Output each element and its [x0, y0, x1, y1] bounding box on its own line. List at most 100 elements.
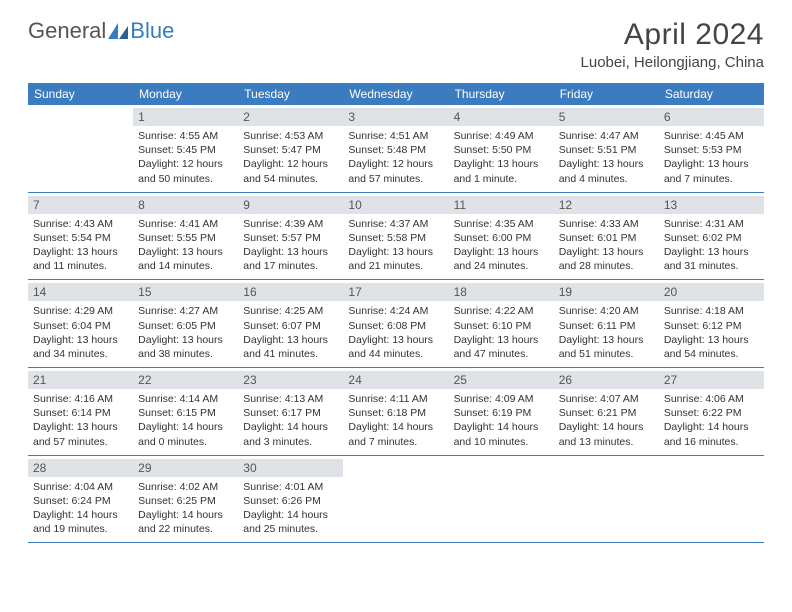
day-cell: 13Sunrise: 4:31 AMSunset: 6:02 PMDayligh…: [659, 193, 764, 280]
daylight-text: Daylight: 13 hours: [454, 245, 549, 259]
day-cell: 24Sunrise: 4:11 AMSunset: 6:18 PMDayligh…: [343, 368, 448, 455]
sunset-text: Sunset: 5:55 PM: [138, 231, 233, 245]
daylight-text: and 57 minutes.: [348, 172, 443, 186]
day-cell: 8Sunrise: 4:41 AMSunset: 5:55 PMDaylight…: [133, 193, 238, 280]
day-cell: 30Sunrise: 4:01 AMSunset: 6:26 PMDayligh…: [238, 456, 343, 543]
day-cell: 12Sunrise: 4:33 AMSunset: 6:01 PMDayligh…: [554, 193, 659, 280]
location-text: Luobei, Heilongjiang, China: [581, 54, 764, 71]
day-number-strip: [343, 459, 448, 477]
sunset-text: Sunset: 6:04 PM: [33, 319, 128, 333]
day-number-strip: 6: [659, 108, 764, 126]
daylight-text: and 54 minutes.: [243, 172, 338, 186]
day-cell: 14Sunrise: 4:29 AMSunset: 6:04 PMDayligh…: [28, 280, 133, 367]
daylight-text: Daylight: 13 hours: [138, 333, 233, 347]
logo-text-2: Blue: [130, 18, 174, 44]
day-cell: [343, 456, 448, 543]
daylight-text: Daylight: 13 hours: [33, 245, 128, 259]
day-cell: 22Sunrise: 4:14 AMSunset: 6:15 PMDayligh…: [133, 368, 238, 455]
sunset-text: Sunset: 5:53 PM: [664, 143, 759, 157]
day-number-strip: 5: [554, 108, 659, 126]
dayhead-wed: Wednesday: [343, 83, 448, 105]
daylight-text: Daylight: 13 hours: [348, 245, 443, 259]
day-number-strip: 16: [238, 283, 343, 301]
sunset-text: Sunset: 6:19 PM: [454, 406, 549, 420]
sunrise-text: Sunrise: 4:53 AM: [243, 129, 338, 143]
sunrise-text: Sunrise: 4:25 AM: [243, 304, 338, 318]
daylight-text: and 44 minutes.: [348, 347, 443, 361]
daylight-text: and 57 minutes.: [33, 435, 128, 449]
sunset-text: Sunset: 6:00 PM: [454, 231, 549, 245]
day-number-strip: 18: [449, 283, 554, 301]
daylight-text: Daylight: 14 hours: [559, 420, 654, 434]
daylight-text: and 10 minutes.: [454, 435, 549, 449]
daylight-text: and 14 minutes.: [138, 259, 233, 273]
sunset-text: Sunset: 6:17 PM: [243, 406, 338, 420]
dayhead-thu: Thursday: [449, 83, 554, 105]
sunrise-text: Sunrise: 4:14 AM: [138, 392, 233, 406]
month-title: April 2024: [581, 18, 764, 52]
daylight-text: and 1 minute.: [454, 172, 549, 186]
day-cell: 21Sunrise: 4:16 AMSunset: 6:14 PMDayligh…: [28, 368, 133, 455]
daylight-text: Daylight: 13 hours: [664, 333, 759, 347]
sunset-text: Sunset: 6:18 PM: [348, 406, 443, 420]
daylight-text: Daylight: 14 hours: [138, 508, 233, 522]
sunrise-text: Sunrise: 4:49 AM: [454, 129, 549, 143]
day-number-strip: 26: [554, 371, 659, 389]
day-cell: 23Sunrise: 4:13 AMSunset: 6:17 PMDayligh…: [238, 368, 343, 455]
sunrise-text: Sunrise: 4:35 AM: [454, 217, 549, 231]
daylight-text: Daylight: 13 hours: [454, 157, 549, 171]
sunset-text: Sunset: 6:25 PM: [138, 494, 233, 508]
sunrise-text: Sunrise: 4:45 AM: [664, 129, 759, 143]
day-number-strip: 25: [449, 371, 554, 389]
daylight-text: Daylight: 13 hours: [243, 245, 338, 259]
day-cell: 28Sunrise: 4:04 AMSunset: 6:24 PMDayligh…: [28, 456, 133, 543]
logo-text-1: General: [28, 18, 106, 44]
daylight-text: Daylight: 13 hours: [454, 333, 549, 347]
sunrise-text: Sunrise: 4:18 AM: [664, 304, 759, 318]
daylight-text: and 7 minutes.: [348, 435, 443, 449]
day-cell: 17Sunrise: 4:24 AMSunset: 6:08 PMDayligh…: [343, 280, 448, 367]
day-number-strip: 21: [28, 371, 133, 389]
daylight-text: Daylight: 13 hours: [559, 333, 654, 347]
day-number-strip: [659, 459, 764, 477]
day-cell: 6 Sunrise: 4:45 AMSunset: 5:53 PMDaylight…: [659, 105, 764, 192]
calendar-week-row: 28Sunrise: 4:04 AMSunset: 6:24 PMDayligh…: [28, 456, 764, 544]
sunrise-text: Sunrise: 4:55 AM: [138, 129, 233, 143]
sunset-text: Sunset: 6:01 PM: [559, 231, 654, 245]
daylight-text: and 16 minutes.: [664, 435, 759, 449]
sunrise-text: Sunrise: 4:01 AM: [243, 480, 338, 494]
sunrise-text: Sunrise: 4:37 AM: [348, 217, 443, 231]
sunrise-text: Sunrise: 4:11 AM: [348, 392, 443, 406]
daylight-text: and 4 minutes.: [559, 172, 654, 186]
sunrise-text: Sunrise: 4:13 AM: [243, 392, 338, 406]
day-number-strip: 13: [659, 196, 764, 214]
daylight-text: Daylight: 12 hours: [138, 157, 233, 171]
day-number-strip: 27: [659, 371, 764, 389]
calendar: Sunday Monday Tuesday Wednesday Thursday…: [28, 83, 764, 543]
daylight-text: and 50 minutes.: [138, 172, 233, 186]
daylight-text: Daylight: 13 hours: [33, 333, 128, 347]
sunset-text: Sunset: 5:48 PM: [348, 143, 443, 157]
day-number-strip: 2: [238, 108, 343, 126]
sunset-text: Sunset: 6:22 PM: [664, 406, 759, 420]
daylight-text: and 47 minutes.: [454, 347, 549, 361]
calendar-body: 1Sunrise: 4:55 AMSunset: 5:45 PMDaylight…: [28, 105, 764, 543]
sunrise-text: Sunrise: 4:27 AM: [138, 304, 233, 318]
sunset-text: Sunset: 6:08 PM: [348, 319, 443, 333]
sunset-text: Sunset: 6:21 PM: [559, 406, 654, 420]
daylight-text: and 21 minutes.: [348, 259, 443, 273]
sunset-text: Sunset: 6:26 PM: [243, 494, 338, 508]
sunset-text: Sunset: 6:24 PM: [33, 494, 128, 508]
dayhead-tue: Tuesday: [238, 83, 343, 105]
daylight-text: and 54 minutes.: [664, 347, 759, 361]
daylight-text: and 31 minutes.: [664, 259, 759, 273]
day-number-strip: 11: [449, 196, 554, 214]
daylight-text: Daylight: 13 hours: [664, 157, 759, 171]
daylight-text: Daylight: 12 hours: [348, 157, 443, 171]
day-cell: 10Sunrise: 4:37 AMSunset: 5:58 PMDayligh…: [343, 193, 448, 280]
daylight-text: Daylight: 14 hours: [243, 508, 338, 522]
daylight-text: and 22 minutes.: [138, 522, 233, 536]
logo: General Blue: [28, 18, 174, 44]
sunset-text: Sunset: 6:14 PM: [33, 406, 128, 420]
sunrise-text: Sunrise: 4:20 AM: [559, 304, 654, 318]
